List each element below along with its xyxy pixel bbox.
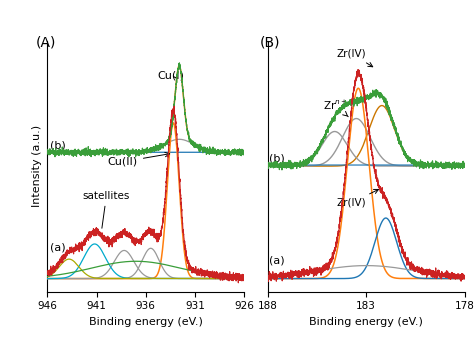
Text: Zr(IV): Zr(IV) bbox=[337, 190, 378, 208]
Text: satellites: satellites bbox=[83, 191, 130, 228]
Text: Zr$^{n+}$: Zr$^{n+}$ bbox=[323, 99, 348, 117]
Text: Zr(IV): Zr(IV) bbox=[337, 49, 373, 67]
Text: (A): (A) bbox=[36, 36, 56, 49]
Y-axis label: Intensity (a.u.): Intensity (a.u.) bbox=[32, 125, 42, 207]
Text: (a): (a) bbox=[269, 256, 284, 265]
X-axis label: Binding energy (eV.): Binding energy (eV.) bbox=[89, 317, 203, 327]
Text: (B): (B) bbox=[260, 36, 281, 49]
Text: (b): (b) bbox=[50, 141, 66, 151]
Text: Cu(I): Cu(I) bbox=[157, 70, 184, 80]
Text: Cu(II): Cu(II) bbox=[108, 152, 170, 167]
Text: (b): (b) bbox=[269, 154, 284, 164]
Text: (a): (a) bbox=[50, 243, 66, 253]
X-axis label: Binding energy (eV.): Binding energy (eV.) bbox=[309, 317, 423, 327]
